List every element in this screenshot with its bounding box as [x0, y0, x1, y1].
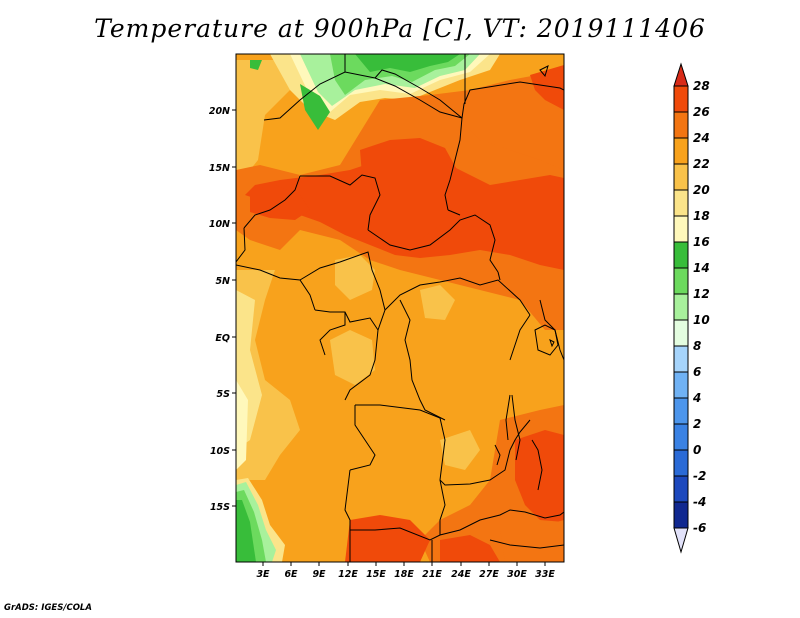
longitude-labels: 3E 6E 9E 12E 15E 18E 21E 24E 27E 30E 33E [256, 569, 555, 580]
country-borders [236, 54, 564, 562]
colorbar-label: 12 [693, 287, 710, 301]
lon-label: 6E [284, 569, 298, 580]
colorbar-label: -6 [693, 521, 706, 535]
colorbar-swatch [673, 293, 689, 321]
lon-label: 21E [422, 569, 442, 580]
temperature-field [236, 54, 564, 562]
colorbar-bottom-triangle [673, 527, 689, 554]
lon-label: 30E [507, 569, 527, 580]
colorbar-label: 2 [693, 417, 701, 431]
colorbar-label: 24 [693, 131, 710, 145]
colorbar-swatch [673, 449, 689, 477]
colorbar-swatch [673, 397, 689, 425]
colorbar [673, 62, 689, 554]
map-title: Temperature at 900hPa [C], VT: 201911140… [94, 14, 706, 43]
colorbar-label: 6 [693, 365, 701, 379]
map-frame [235, 53, 565, 563]
colorbar-labels: 28 26 24 22 20 18 16 14 12 10 8 6 4 2 0 … [692, 79, 710, 535]
colorbar-label: 8 [693, 339, 701, 353]
lon-label: 9E [312, 569, 326, 580]
colorbar-label: 20 [693, 183, 710, 197]
colorbar-swatch [673, 137, 689, 165]
lat-label: 5N [215, 276, 230, 287]
lat-label: 15S [210, 502, 230, 513]
colorbar-label: 14 [693, 261, 710, 275]
colorbar-label: 10 [693, 313, 710, 327]
colorbar-swatch [673, 423, 689, 451]
colorbar-label: 26 [693, 105, 710, 119]
colorbar-swatch [673, 345, 689, 373]
colorbar-swatch [673, 475, 689, 503]
colorbar-label: 16 [693, 235, 710, 249]
lat-label: 10S [210, 446, 230, 457]
lat-label: 15N [209, 163, 230, 174]
colorbar-label: 4 [692, 391, 701, 405]
lon-label: 12E [338, 569, 358, 580]
colorbar-label: 22 [693, 157, 710, 171]
colorbar-label: -2 [693, 469, 706, 483]
colorbar-swatch [673, 501, 689, 529]
colorbar-label: 18 [693, 209, 710, 223]
colorbar-top-triangle [673, 62, 689, 87]
latitude-labels: 20N 15N 10N 5N EQ 5S 10S 15S [209, 106, 230, 513]
colorbar-swatch [673, 163, 689, 191]
lat-label: 10N [209, 219, 230, 230]
colorbar-swatch [673, 85, 689, 113]
lon-label: 3E [256, 569, 270, 580]
colorbar-swatch [673, 111, 689, 139]
axis-ticks [232, 109, 546, 566]
colorbar-swatch [673, 241, 689, 269]
colorbar-swatch [673, 371, 689, 399]
lon-label: 24E [451, 569, 471, 580]
lon-label: 27E [479, 569, 499, 580]
colorbar-swatch [673, 189, 689, 217]
lat-label: EQ [215, 333, 230, 344]
lakes [494, 65, 559, 491]
credit-text: GrADS: IGES/COLA [4, 603, 92, 613]
lon-label: 15E [366, 569, 386, 580]
lon-label: 18E [394, 569, 414, 580]
lat-label: 20N [209, 106, 230, 117]
colorbar-swatch [673, 215, 689, 243]
colorbar-swatch [673, 319, 689, 347]
lat-label: 5S [217, 389, 231, 400]
colorbar-label: -4 [693, 495, 706, 509]
lon-label: 33E [535, 569, 555, 580]
colorbar-swatch [673, 267, 689, 295]
colorbar-label: 28 [693, 79, 710, 93]
colorbar-label: 0 [693, 443, 701, 457]
